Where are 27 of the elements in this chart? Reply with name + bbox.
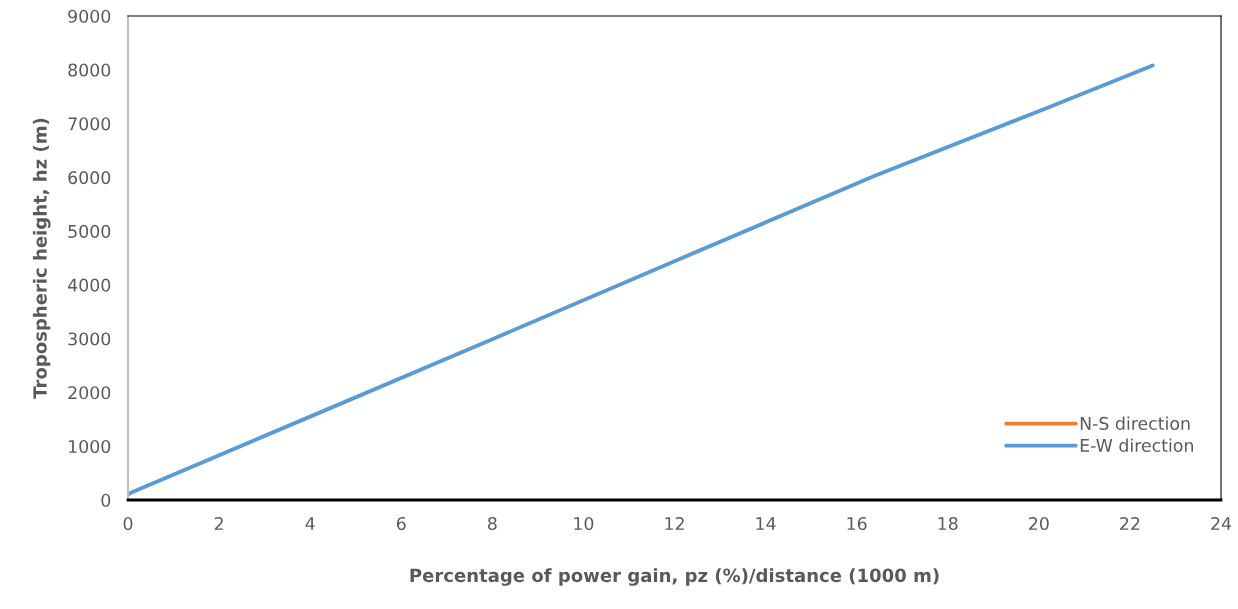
y-axis-title: Tropospheric height, hz (m) — [32, 118, 51, 399]
y-tick-label: 1000 — [69, 439, 111, 454]
y-tick-label: 6000 — [68, 171, 111, 185]
x-tick-label: 20 — [1029, 516, 1049, 531]
y-tick-label: 2000 — [68, 386, 111, 400]
x-tick-label: 10 — [574, 516, 594, 531]
legend-label: E-W direction — [1080, 438, 1193, 452]
x-tick-label: 12 — [665, 516, 684, 530]
y-tick-label: 9000 — [68, 9, 111, 23]
x-tick-label: 14 — [756, 517, 776, 530]
x-tick-label: 0 — [123, 516, 133, 531]
x-tick-label: 22 — [1120, 516, 1140, 530]
x-tick-label: 18 — [938, 516, 958, 531]
y-tick-label: 4000 — [68, 278, 111, 292]
y-tick-label: 0 — [101, 493, 111, 507]
x-tick-label: 2 — [214, 516, 223, 530]
y-tick-label: 8000 — [68, 63, 111, 77]
y-tick-label: 7000 — [68, 117, 111, 131]
x-tick-label: 4 — [305, 517, 315, 530]
y-tick-label: 3000 — [68, 332, 111, 346]
x-tick-label: 6 — [396, 516, 406, 531]
x-tick-label: 16 — [847, 516, 867, 531]
y-tick-label: 5000 — [68, 224, 111, 238]
legend-label: N-S direction — [1080, 416, 1190, 430]
x-axis-title: Percentage of power gain, pz (%)/distance (1000 m) — [410, 568, 939, 586]
x-tick-label: 8 — [487, 516, 497, 531]
x-tick-label: 24 — [1211, 516, 1232, 530]
